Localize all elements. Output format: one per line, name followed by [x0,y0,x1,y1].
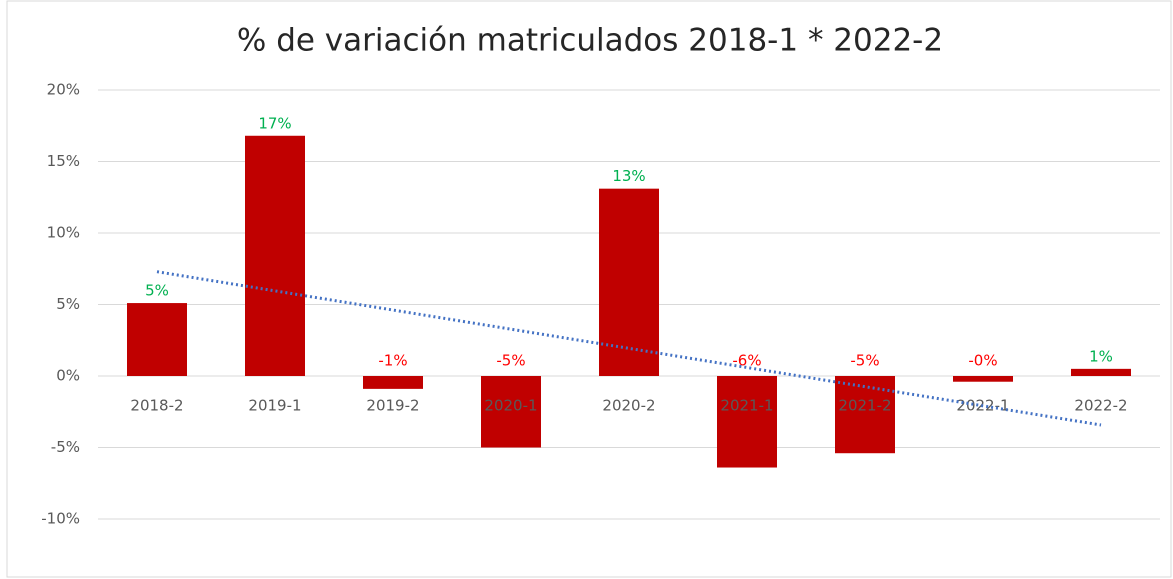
data-label: -5% [496,352,525,370]
data-label: 5% [145,282,169,300]
bar [599,188,659,376]
data-label: 1% [1089,347,1113,365]
y-tick-label: 10% [47,224,80,242]
y-tick-label: 5% [56,295,80,313]
trendline [156,270,1102,427]
data-label: -6% [732,352,761,370]
x-tick-label: 2019-1 [248,397,301,415]
x-tick-label: 2020-1 [484,397,537,415]
y-tick-label: -5% [51,438,80,456]
bar [717,376,777,468]
x-tick-label: 2020-2 [602,397,655,415]
bar [245,135,305,376]
y-tick-label: 20% [47,81,80,99]
y-tick-label: 0% [56,367,80,385]
bar [1071,368,1131,376]
data-label: -5% [850,352,879,370]
data-label: 17% [258,114,291,132]
bar [363,376,423,389]
data-label: -0% [968,352,997,370]
bar [481,376,541,448]
data-label: -1% [378,352,407,370]
chart-border [6,0,1172,578]
bar [835,376,895,454]
bar [953,376,1013,382]
data-label: 13% [612,167,645,185]
x-tick-label: 2018-2 [130,397,183,415]
x-tick-label: 2022-2 [1074,397,1127,415]
x-tick-label: 2019-2 [366,397,419,415]
bar [127,303,187,376]
y-tick-label: 15% [47,152,80,170]
x-tick-label: 2021-1 [720,397,773,415]
y-tick-label: -10% [41,510,80,528]
chart-title: % de variación matriculados 2018-1 * 202… [237,23,943,59]
x-tick-label: 2021-2 [838,397,891,415]
